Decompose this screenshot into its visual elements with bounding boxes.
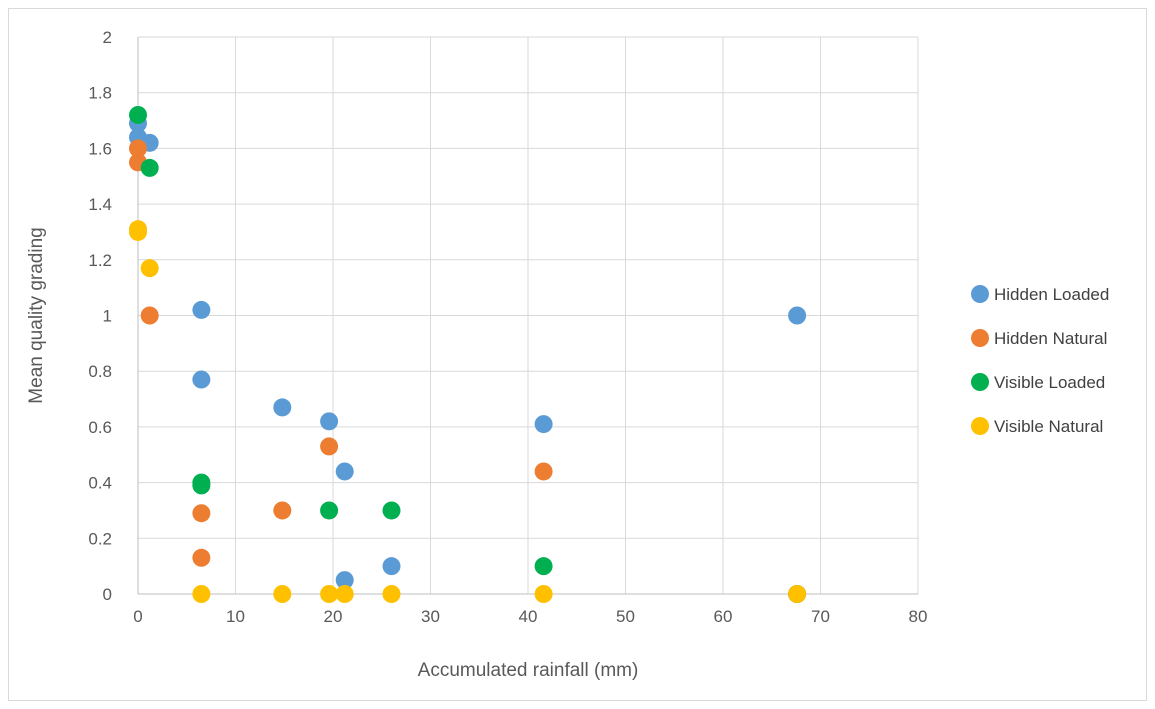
- legend-label: Visible Natural: [994, 417, 1103, 436]
- y-tick-label: 0.4: [88, 474, 112, 493]
- gridlines: [138, 36, 919, 594]
- legend-label: Hidden Natural: [994, 329, 1107, 348]
- data-point-hidden-natural: [534, 462, 553, 481]
- y-tick-label: 0.8: [88, 362, 112, 381]
- data-point-visible-natural: [335, 585, 354, 603]
- data-point-hidden-loaded: [382, 557, 401, 576]
- legend: Hidden Loaded Hidden Natural Visible Loade…: [971, 285, 1109, 436]
- data-point-visible-loaded: [320, 501, 339, 520]
- data-point-hidden-loaded: [335, 571, 354, 590]
- y-tick-label: 0.6: [88, 418, 112, 437]
- data-point-visible-loaded: [129, 105, 147, 124]
- chart-area: [8, 8, 1147, 701]
- legend-marker: [971, 373, 989, 391]
- y-tick-label: 0: [103, 585, 112, 604]
- data-point-visible-natural: [192, 585, 211, 603]
- data-point-hidden-natural: [192, 504, 211, 523]
- data-point-hidden-natural: [273, 501, 292, 520]
- y-tick-label: 1.8: [88, 84, 112, 103]
- legend-label: Visible Loaded: [994, 373, 1105, 392]
- data-point-visible-natural: [273, 585, 292, 603]
- data-points: [129, 105, 807, 603]
- legend-marker: [971, 417, 989, 435]
- data-point-hidden-loaded: [335, 462, 354, 481]
- data-point-visible-natural: [320, 585, 339, 603]
- data-point-visible-natural: [140, 259, 159, 278]
- data-point-hidden-natural: [192, 548, 211, 567]
- y-tick-label: 2: [103, 28, 112, 47]
- y-tick-label: 1.6: [88, 139, 112, 158]
- y-tick-label: 1: [103, 307, 112, 326]
- data-point-hidden-loaded: [192, 300, 211, 319]
- y-tick-label: 0.2: [88, 529, 112, 548]
- data-point-hidden-natural: [320, 437, 339, 456]
- x-tick-label: 30: [421, 607, 440, 626]
- data-point-visible-loaded: [534, 557, 553, 576]
- y-tick-label: 1.4: [88, 195, 112, 214]
- data-point-visible-loaded: [192, 476, 211, 495]
- x-axis-title: Accumulated rainfall (mm): [418, 660, 639, 681]
- data-point-hidden-loaded: [788, 306, 807, 325]
- data-point-visible-natural: [129, 222, 147, 241]
- x-tick-label: 50: [616, 607, 635, 626]
- data-point-visible-loaded: [140, 158, 159, 177]
- x-tick-label: 40: [519, 607, 538, 626]
- x-tick-label: 10: [226, 607, 245, 626]
- data-point-hidden-loaded: [534, 415, 553, 434]
- tick-labels: 00.20.40.60.811.21.41.61.820 10 20 30 40 50 60…: [88, 28, 927, 626]
- x-tick-label: 60: [714, 607, 733, 626]
- legend-label: Hidden Loaded: [994, 285, 1109, 304]
- x-tick-label: 70: [811, 607, 830, 626]
- x-tick-label: 20: [324, 607, 343, 626]
- legend-marker: [971, 285, 989, 303]
- y-axis-title: Mean quality grading: [26, 227, 47, 403]
- data-point-hidden-natural: [129, 139, 147, 158]
- legend-marker: [971, 329, 989, 347]
- data-point-visible-natural: [382, 585, 401, 603]
- data-point-hidden-loaded: [320, 412, 339, 431]
- data-point-visible-loaded: [382, 501, 401, 520]
- data-point-visible-natural: [788, 585, 807, 603]
- y-tick-label: 1.2: [88, 251, 112, 270]
- data-point-hidden-loaded: [192, 370, 211, 389]
- data-point-hidden-natural: [140, 306, 159, 325]
- x-tick-label: 80: [909, 607, 928, 626]
- x-tick-label: 0: [133, 607, 142, 626]
- data-point-hidden-loaded: [273, 398, 292, 417]
- data-point-visible-natural: [534, 585, 553, 603]
